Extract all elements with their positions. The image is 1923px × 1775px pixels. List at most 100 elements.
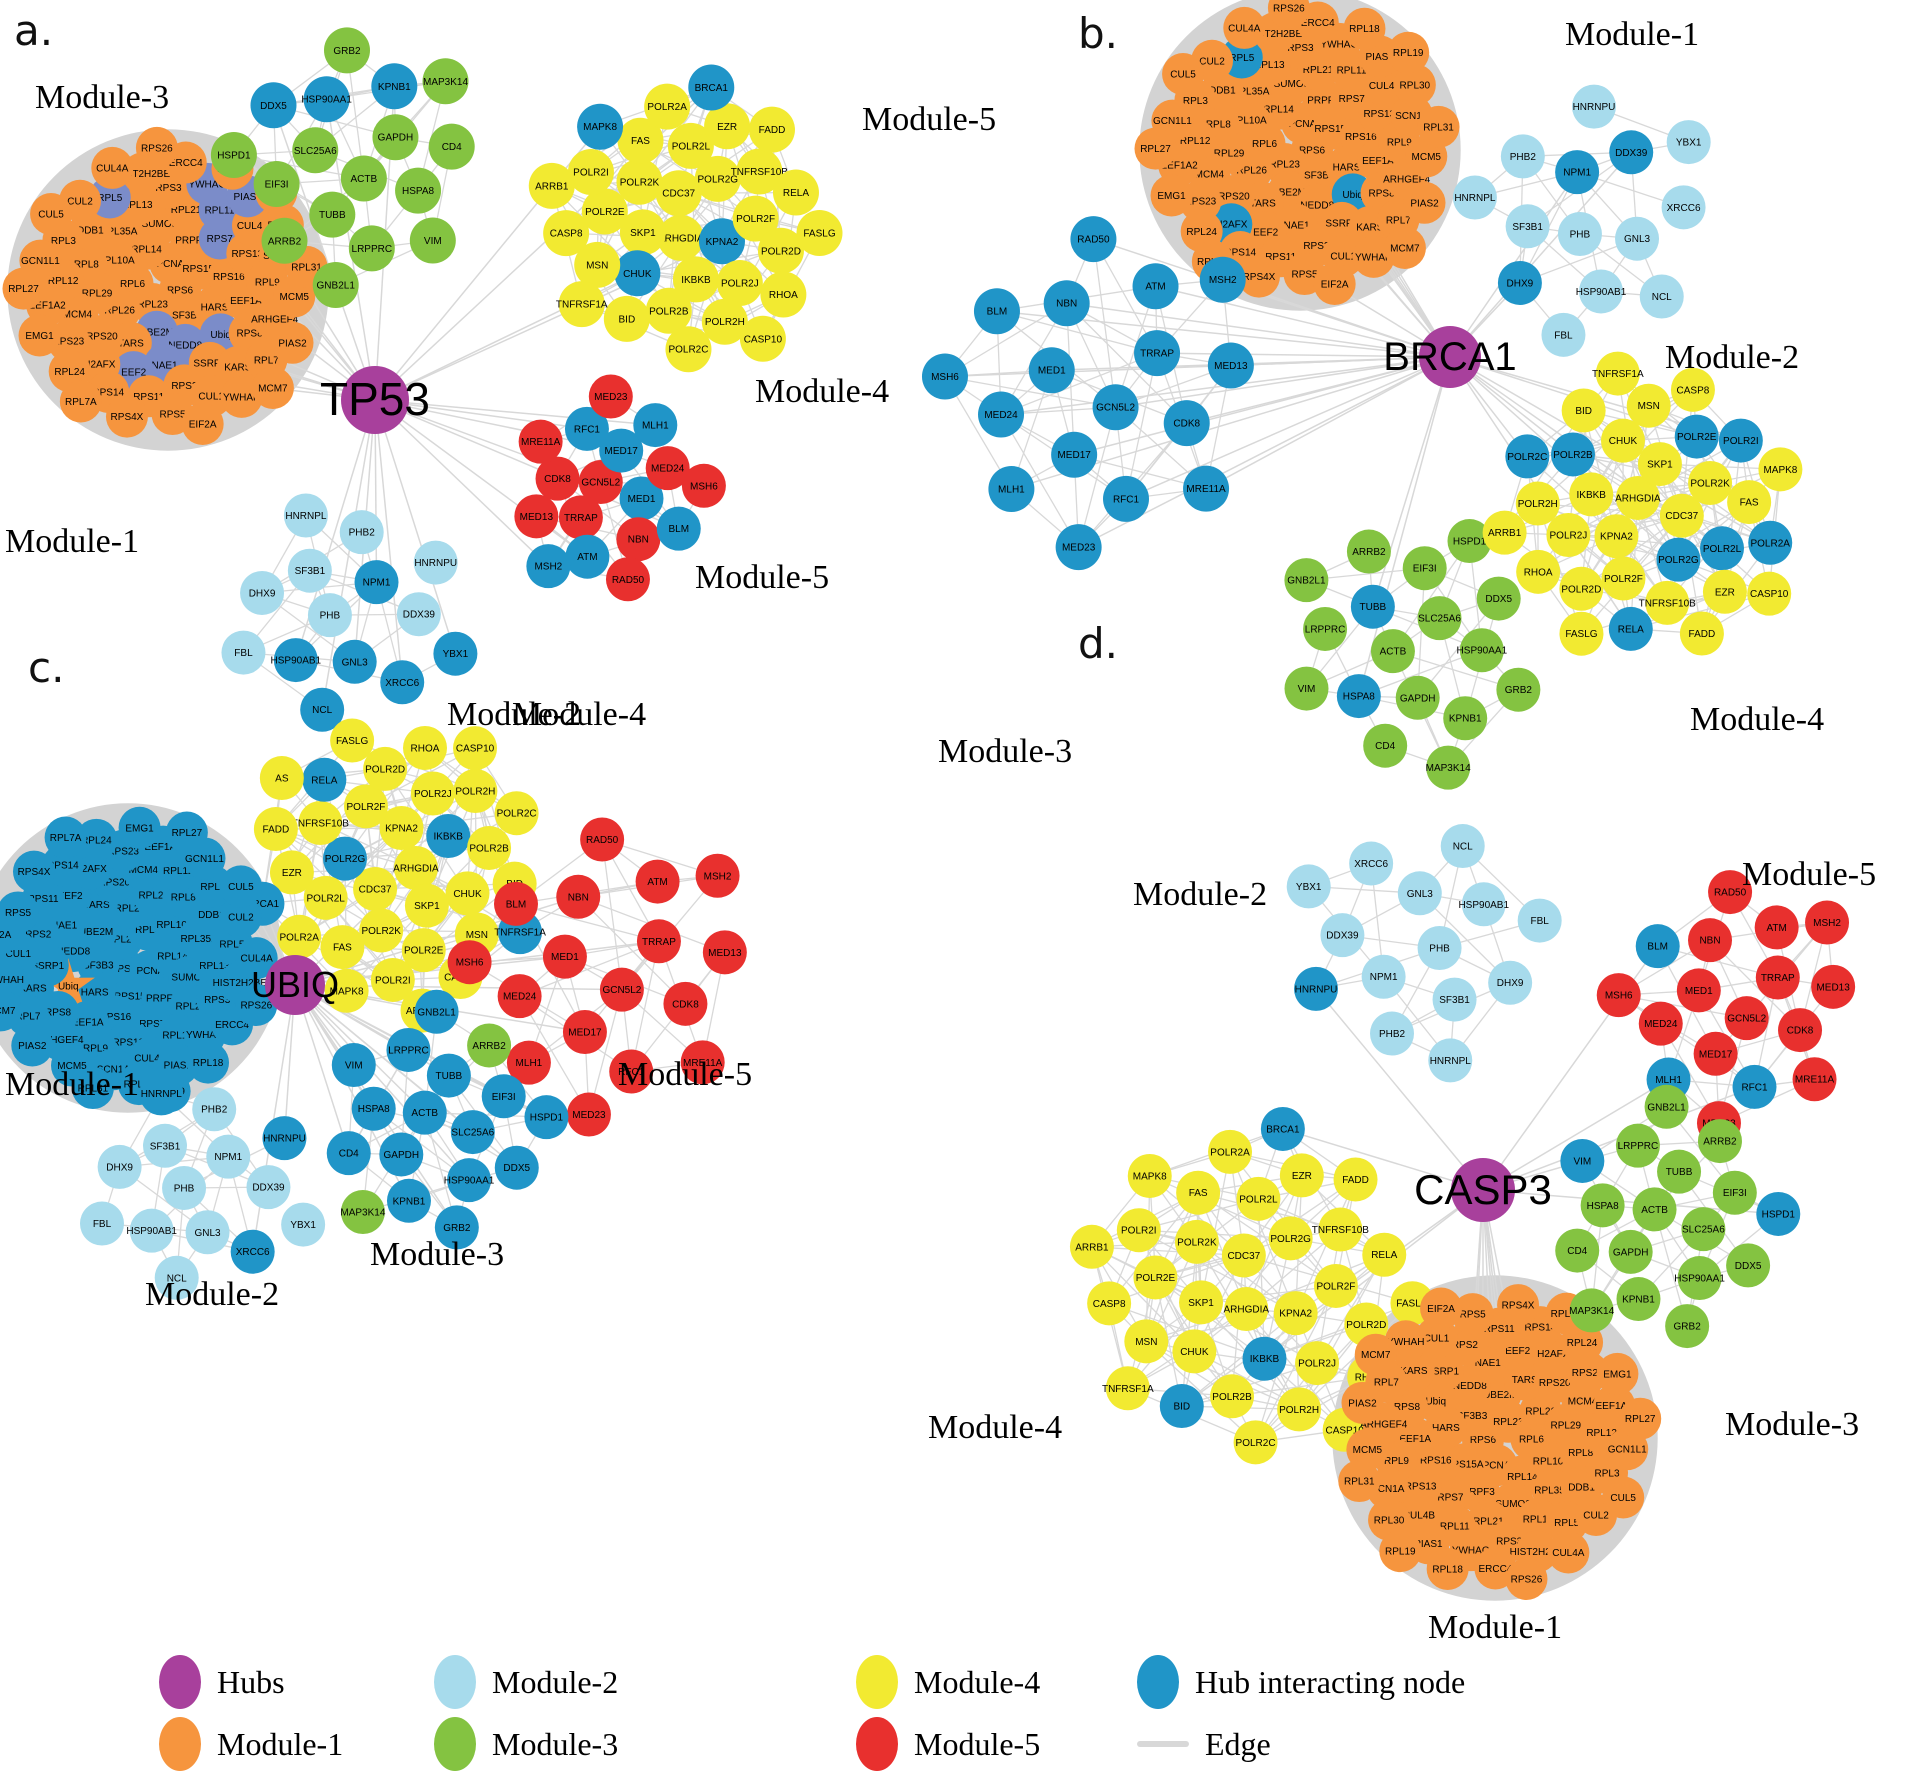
node-label: RPS13 [231, 249, 263, 260]
node-label: FASLG [1396, 1299, 1428, 1310]
node-polr2i: POLR2I [370, 957, 415, 1002]
node-ddx5: DDX5 [250, 82, 297, 129]
node-arrb1: ARRB1 [1069, 1224, 1114, 1269]
node-casp10: CASP10 [739, 315, 786, 362]
node-gnb2l1: GNB2L1 [312, 262, 359, 309]
node-label: MED23 [594, 392, 628, 403]
node-label: MSH2 [534, 562, 562, 573]
node-slc25a6: SLC25A6 [292, 127, 339, 174]
node-label: NEDD8 [168, 340, 202, 351]
edge [1630, 593, 1770, 630]
node-fadd: FADD [1679, 611, 1724, 656]
node-ywhah: YWHAH [0, 958, 27, 1001]
node-polr2g: POLR2G [694, 155, 741, 202]
node-label: RFC1 [1741, 1082, 1768, 1093]
node-hnrnpu: HNRNPU [1571, 84, 1616, 129]
node-label: TNFRSF1A [556, 300, 608, 311]
node-label: CUL2 [67, 196, 93, 207]
node-fbl: FBL [1517, 898, 1562, 943]
module-label-module-4: Module-4 [512, 696, 646, 733]
node-label: GCN1L1 [1153, 116, 1192, 127]
node-map3k14: MAP3K14 [422, 58, 469, 105]
node-label: BID [619, 314, 636, 325]
node-label: IKBKB [1577, 490, 1607, 501]
node-label: RPL18 [193, 1058, 224, 1069]
node-label: RPL10A [1533, 1456, 1571, 1467]
node-label: MLH1 [516, 1058, 543, 1069]
node-label: YWHAH [1387, 1337, 1424, 1348]
node-msh6: MSH6 [921, 353, 968, 400]
node-polr2d: POLR2D [757, 227, 804, 274]
node-skp1: SKP1 [619, 209, 666, 256]
node-ybx1: YBX1 [1666, 120, 1711, 165]
node-polr2b: POLR2B [1210, 1374, 1255, 1419]
node-label: VIM [1298, 684, 1316, 695]
node-sf3b1: SF3B1 [1432, 977, 1477, 1022]
node-label: MED13 [708, 948, 742, 959]
node-rhoa: RHOA [1516, 549, 1561, 594]
node-label: GCN5L2 [1727, 1014, 1766, 1025]
node-label: RPL14 [1507, 1472, 1538, 1483]
node-label: BRCA1 [695, 83, 729, 94]
node-label: H2AFX [83, 360, 116, 371]
node-label: H2AFX [1537, 1349, 1570, 1360]
node-label: ACTB [411, 1108, 438, 1119]
node-label: RPL13 [1523, 1515, 1554, 1526]
node-label: NEDD8 [1453, 1381, 1487, 1392]
node-label: CUL1 [198, 392, 224, 403]
node-label: RFC1 [618, 1067, 645, 1078]
node-label: EEF1A [1362, 156, 1394, 167]
node-label: PIAS2 [18, 1041, 47, 1052]
node-label: NCL [167, 1273, 187, 1284]
node-label: CHUK [453, 889, 482, 900]
hub-label: BRCA1 [1383, 335, 1516, 379]
node-label: RPS13 [112, 1037, 144, 1048]
node-label: SKP1 [1188, 1298, 1214, 1309]
hub-edge [1125, 356, 1451, 500]
node-label: BRCA1 [1266, 1124, 1300, 1135]
node-actb: ACTB [340, 155, 387, 202]
node-med13: MED13 [1811, 964, 1856, 1009]
node-label: MCM5 [57, 1061, 87, 1072]
node-label: RPS23 [1572, 1368, 1604, 1379]
node-label: Ubiq [58, 982, 79, 993]
node-label: TNFRSF1A [494, 928, 546, 939]
node-label: EMG1 [1157, 191, 1186, 202]
node-rpl31: RPL31 [1338, 1460, 1381, 1503]
node-label: ARHGDIA [658, 233, 704, 244]
node-mre11a: MRE11A [680, 1040, 725, 1085]
node-grb2: GRB2 [323, 27, 370, 74]
node-label: SKP1 [630, 228, 656, 239]
node-cul4a: CUL4A [235, 937, 278, 980]
node-cd4: CD4 [1555, 1228, 1600, 1273]
node-label: EMG1 [25, 331, 54, 342]
node-rfc1: RFC1 [1732, 1064, 1777, 1109]
node-med1: MED1 [1028, 347, 1075, 394]
node-label: RPL30 [1400, 80, 1431, 91]
edge [1181, 1312, 1297, 1407]
node-cdc37: CDC37 [655, 170, 702, 217]
node-msh6: MSH6 [447, 940, 492, 985]
node-label: RPL7A [1551, 1309, 1583, 1320]
node-label: POLR2J [1298, 1359, 1336, 1370]
node-label: RPL26 [1525, 1407, 1556, 1418]
node-cdc37: CDC37 [1221, 1233, 1266, 1278]
hub-edge [1205, 356, 1451, 490]
node-label: SLC25A6 [294, 146, 337, 157]
node-label: POLR2J [721, 279, 759, 290]
node-label: CHUK [1609, 436, 1638, 447]
node-label: NBN [1056, 299, 1077, 310]
node-label: NEDD8 [56, 947, 90, 958]
node-label: GAPDH [1400, 693, 1436, 704]
node-label: RPS15A [182, 264, 221, 275]
node-rpl30: RPL30 [1393, 63, 1436, 106]
node-slc25a6: SLC25A6 [1417, 596, 1462, 641]
node-label: RPS16 [1420, 1456, 1452, 1467]
node-label: RPL29 [82, 288, 113, 299]
node-label: MAP3K14 [1426, 763, 1471, 774]
node-gcn5l2: GCN5L2 [1724, 996, 1769, 1041]
node-hnrnpl: HNRNPL [1452, 175, 1497, 220]
node-arhgdia: ARHGDIA [1224, 1287, 1269, 1332]
node-rad50: RAD50 [605, 557, 650, 602]
node-label: RPS15A [114, 991, 153, 1002]
